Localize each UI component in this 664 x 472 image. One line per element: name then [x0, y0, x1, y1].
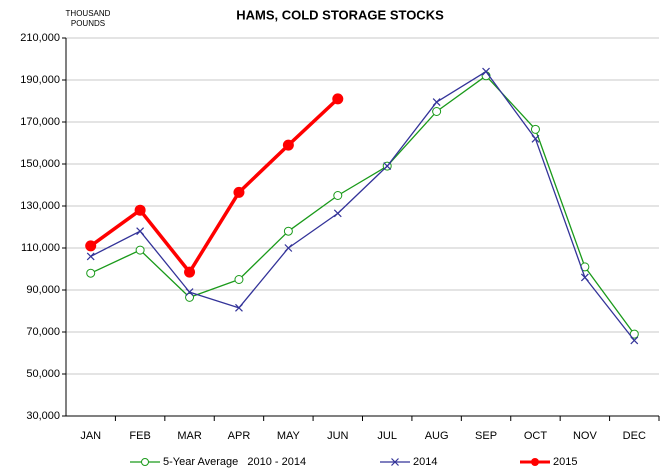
y-tick-label: 90,000 [26, 284, 60, 296]
data-point [580, 273, 589, 282]
y-tick-label: 190,000 [20, 74, 60, 86]
x-tick-label: JAN [80, 430, 101, 442]
y-tick-label: 30,000 [26, 410, 60, 422]
data-point [136, 227, 145, 236]
data-point [282, 139, 294, 151]
data-point [185, 292, 195, 302]
x-tick-label: OCT [524, 430, 548, 442]
y-tick-label: 50,000 [26, 368, 60, 380]
data-point [284, 244, 293, 252]
x-tick-label: APR [228, 430, 251, 442]
x-tick-label: FEB [129, 430, 150, 442]
data-point [233, 186, 245, 198]
data-point [482, 67, 490, 76]
y-tick-label: 210,000 [20, 32, 60, 44]
data-point [135, 245, 145, 255]
x-tick-label: AUG [425, 430, 449, 442]
data-point [86, 268, 96, 278]
chart-title: HAMS, COLD STORAGE STOCKS [236, 7, 444, 22]
y-tick-label: 70,000 [26, 326, 60, 338]
series-line [90, 75, 635, 335]
x-tick-label: NOV [573, 430, 598, 442]
data-point [134, 204, 146, 216]
data-point [234, 275, 244, 284]
legend-label: 2015 [553, 456, 577, 468]
legend-marker [141, 458, 149, 466]
x-tick-label: JUN [327, 430, 348, 442]
legend-marker [391, 458, 399, 466]
data-point [332, 93, 344, 105]
data-point [432, 98, 441, 106]
data-point [185, 288, 194, 297]
y-tick-label: 170,000 [20, 116, 60, 128]
x-tick-label: DEC [623, 430, 646, 442]
data-point [432, 107, 442, 116]
data-point [235, 303, 243, 312]
data-point [184, 266, 196, 278]
x-tick-label: MAY [277, 430, 301, 442]
legend-label: 2014 [413, 456, 437, 468]
x-tick-label: JUL [377, 430, 397, 442]
y-axis-label: THOUSAND [66, 9, 111, 18]
x-tick-label: MAR [177, 430, 202, 442]
y-tick-label: 130,000 [20, 200, 60, 212]
data-point [333, 191, 343, 200]
data-point [283, 226, 293, 236]
data-point [86, 252, 95, 261]
y-axis-label: POUNDS [71, 19, 105, 28]
data-point [333, 209, 342, 218]
data-point [630, 336, 639, 345]
y-tick-label: 110,000 [21, 242, 60, 254]
data-point [383, 162, 392, 171]
data-point [530, 124, 540, 134]
legend-marker [531, 458, 539, 466]
x-tick-label: SEP [475, 430, 497, 442]
y-tick-label: 150,000 [20, 158, 60, 170]
legend-label: 5-Year Average 2010 - 2014 [163, 456, 306, 468]
data-point [85, 240, 97, 252]
series-line [90, 70, 635, 341]
data-point [531, 134, 540, 143]
data-point [629, 329, 639, 339]
series-line [89, 97, 339, 274]
